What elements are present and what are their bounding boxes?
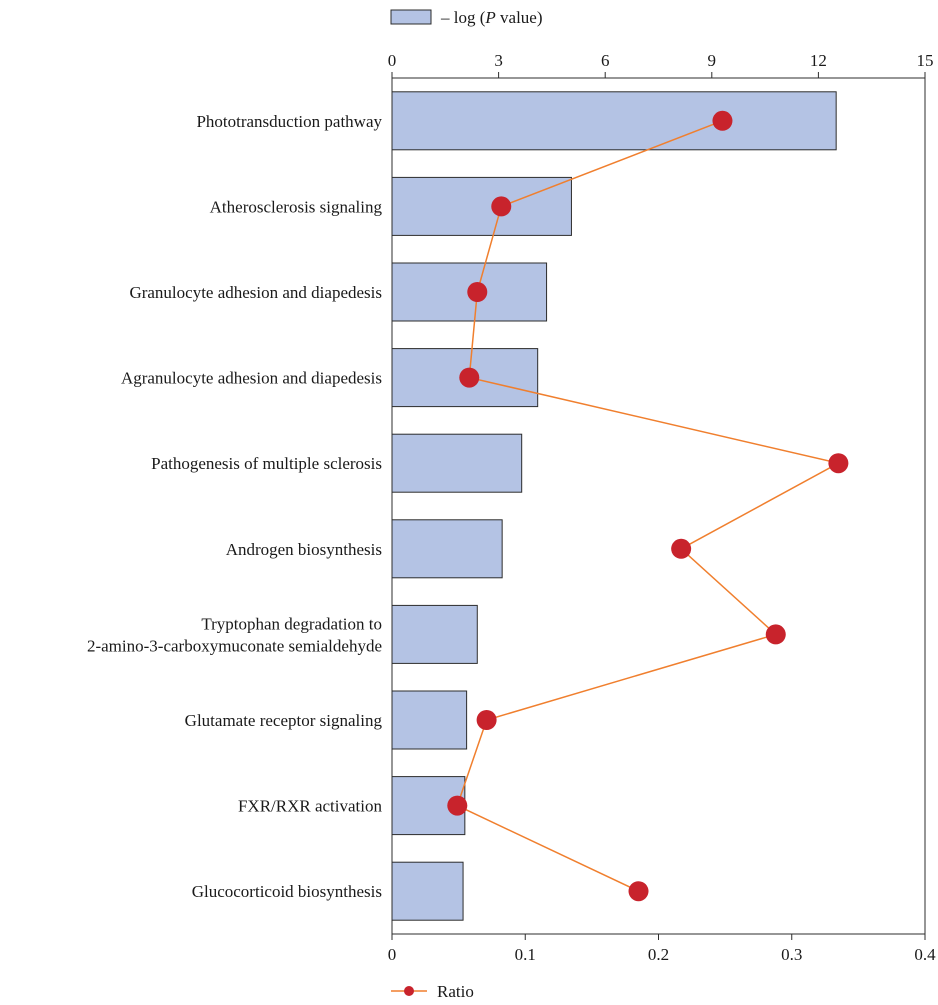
top-axis-tick-label: 12 <box>810 51 827 70</box>
legend-bar-swatch <box>390 9 432 25</box>
bottom-axis-tick-label: 0.3 <box>781 945 802 964</box>
legend-bar-label-prefix: – log ( <box>440 8 486 27</box>
bar <box>391 91 837 151</box>
category-label-line: 2-amino-3-carboxymuconate semialdehyde <box>87 636 382 655</box>
ratio-point <box>491 196 512 217</box>
category-label-line: Pathogenesis of multiple sclerosis <box>151 454 382 473</box>
legend-bar-label-suffix: value) <box>496 8 543 27</box>
category-label-line: Tryptophan degradation to <box>201 614 382 633</box>
bars <box>391 91 837 921</box>
bar <box>391 690 468 750</box>
legend-bar-label: – log (P value) <box>440 8 543 27</box>
ratio-point <box>467 282 488 302</box>
top-axis-tick-label: 3 <box>494 51 503 70</box>
category-labels: Phototransduction pathway Atherosclerosis… <box>87 112 383 901</box>
category-label: Glucocorticoid biosynthesis <box>192 882 382 901</box>
top-axis-tick-label: 0 <box>388 51 397 70</box>
ratio-point <box>447 795 468 816</box>
bar <box>391 176 572 236</box>
ratio-points <box>447 110 849 902</box>
category-label: Tryptophan degradation to 2-amino-3-carbo… <box>87 614 382 655</box>
ratio-point <box>476 710 497 730</box>
ratio-point <box>628 881 649 902</box>
ratio-point <box>828 453 849 474</box>
legend-line-marker <box>404 986 414 996</box>
top-axis-tick-label: 6 <box>601 51 610 70</box>
bar <box>391 604 478 664</box>
ratio-series-line <box>456 120 841 892</box>
bar <box>391 519 503 579</box>
ratio-point <box>459 367 480 388</box>
category-label-line: Granulocyte adhesion and diapedesis <box>129 283 382 302</box>
category-label-line: Atherosclerosis signaling <box>210 197 383 216</box>
category-label-line: Androgen biosynthesis <box>226 540 382 559</box>
category-label: Granulocyte adhesion and diapedesis <box>129 283 382 302</box>
category-label: Androgen biosynthesis <box>226 540 382 559</box>
category-label: FXR/RXR activation <box>238 797 383 816</box>
category-label-line: Glutamate receptor signaling <box>185 711 383 730</box>
category-label-line: Glucocorticoid biosynthesis <box>192 882 382 901</box>
category-label: Atherosclerosis signaling <box>210 197 383 216</box>
legend-line-label: Ratio <box>437 982 474 1001</box>
legend-bottom: Ratio <box>391 982 474 1001</box>
bar <box>391 433 523 493</box>
top-axis-tick-label: 9 <box>708 51 717 70</box>
bottom-axis-tick-label: 0.1 <box>515 945 536 964</box>
ratio-point <box>671 538 692 559</box>
top-axis: 0 3 6 9 12 15 <box>388 51 934 78</box>
top-axis-tick-label: 15 <box>917 51 934 70</box>
bottom-axis-tick-label: 0.2 <box>648 945 669 964</box>
bar <box>391 861 464 921</box>
ratio-point <box>712 110 733 131</box>
bottom-axis-tick-label: 0.4 <box>914 945 936 964</box>
category-label-line: Agranulocyte adhesion and diapedesis <box>121 369 382 388</box>
bottom-axis-tick-label: 0 <box>388 945 397 964</box>
category-label-line: Phototransduction pathway <box>196 112 382 131</box>
legend-bar-label-italic: P <box>484 8 495 27</box>
bottom-axis: 0 0.1 0.2 0.3 0.4 <box>388 934 936 964</box>
ratio-line <box>456 120 841 892</box>
category-label: Phototransduction pathway <box>196 112 382 131</box>
category-label: Agranulocyte adhesion and diapedesis <box>121 369 382 388</box>
legend-top: – log (P value) <box>390 8 543 27</box>
category-label: Pathogenesis of multiple sclerosis <box>151 454 382 473</box>
ratio-point <box>765 624 786 645</box>
category-label: Glutamate receptor signaling <box>185 711 383 730</box>
category-label-line: FXR/RXR activation <box>238 797 383 816</box>
